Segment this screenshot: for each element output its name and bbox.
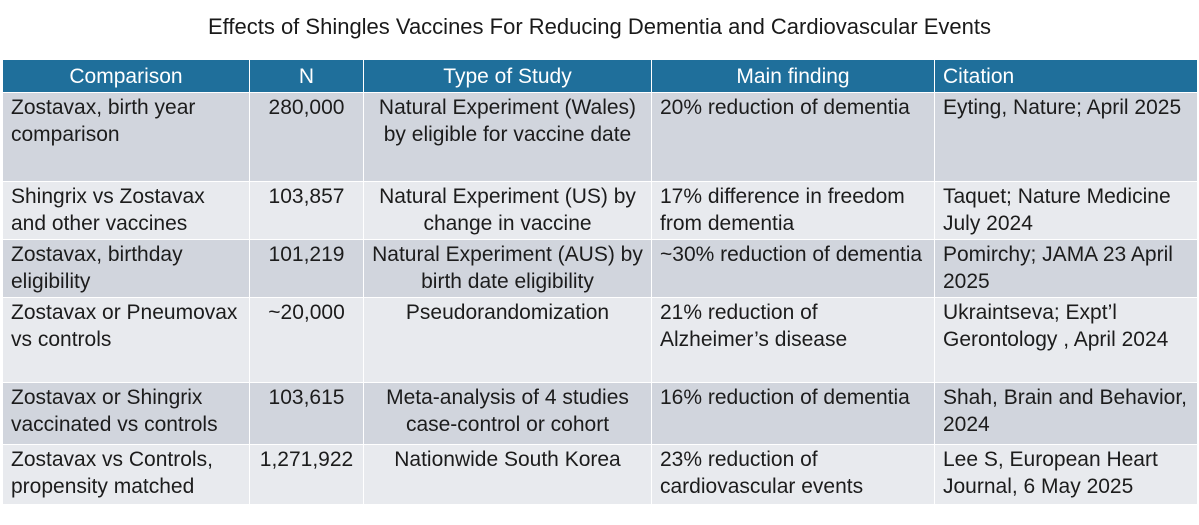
column-header-comparison: Comparison xyxy=(2,59,250,93)
column-header-n: N xyxy=(249,59,364,93)
cell-n: 1,271,922 xyxy=(249,444,364,505)
cell-comparison: Zostavax or Shingrix vaccinated vs contr… xyxy=(2,382,250,445)
cell-n: 103,857 xyxy=(249,181,364,240)
cell-type-of-study: Natural Experiment (US) by change in vac… xyxy=(363,181,652,240)
cell-type-of-study: Pseudorandomization xyxy=(363,297,652,383)
cell-main-finding: ~30% reduction of dementia xyxy=(651,239,935,298)
cell-comparison: Zostavax or Pneumovax vs controls xyxy=(2,297,250,383)
cell-n: 280,000 xyxy=(249,92,364,182)
table-row: Zostavax, birth year comparison 280,000 … xyxy=(2,92,1198,182)
cell-n: 101,219 xyxy=(249,239,364,298)
cell-main-finding: 21% reduction of Alzheimer’s disease xyxy=(651,297,935,383)
cell-type-of-study: Natural Experiment (Wales) by eligible f… xyxy=(363,92,652,182)
cell-main-finding: 16% reduction of dementia xyxy=(651,382,935,445)
cell-main-finding: 20% reduction of dementia xyxy=(651,92,935,182)
table-header-row: Comparison N Type of Study Main finding … xyxy=(2,59,1198,93)
table-row: Zostavax vs Controls, propensity matched… xyxy=(2,444,1198,505)
cell-n: ~20,000 xyxy=(249,297,364,383)
table-row: Zostavax or Shingrix vaccinated vs contr… xyxy=(2,382,1198,445)
cell-citation: Eyting, Nature; April 2025 xyxy=(934,92,1198,182)
cell-citation: Lee S, European Heart Journal, 6 May 202… xyxy=(934,444,1198,505)
column-header-type-of-study: Type of Study xyxy=(363,59,652,93)
column-header-citation: Citation xyxy=(934,59,1198,93)
cell-type-of-study: Meta-analysis of 4 studies case-control … xyxy=(363,382,652,445)
cell-type-of-study: Natural Experiment (AUS) by birth date e… xyxy=(363,239,652,298)
cell-type-of-study: Nationwide South Korea xyxy=(363,444,652,505)
table-row: Shingrix vs Zostavax and other vaccines … xyxy=(2,181,1198,240)
table-row: Zostavax, birthday eligibility 101,219 N… xyxy=(2,239,1198,298)
table-title: Effects of Shingles Vaccines For Reducin… xyxy=(207,14,992,39)
cell-comparison: Zostavax vs Controls, propensity matched xyxy=(2,444,250,505)
cell-main-finding: 23% reduction of cardiovascular events xyxy=(651,444,935,505)
cell-main-finding: 17% difference in freedom from dementia xyxy=(651,181,935,240)
vaccine-studies-table: Comparison N Type of Study Main finding … xyxy=(2,59,1198,505)
cell-citation: Pomirchy; JAMA 23 April 2025 xyxy=(934,239,1198,298)
cell-citation: Taquet; Nature Medicine July 2024 xyxy=(934,181,1198,240)
cell-citation: Ukraintseva; Expt’l Gerontology , April … xyxy=(934,297,1198,383)
cell-n: 103,615 xyxy=(249,382,364,445)
cell-comparison: Zostavax, birth year comparison xyxy=(2,92,250,182)
table-row: Zostavax or Pneumovax vs controls ~20,00… xyxy=(2,297,1198,383)
cell-comparison: Zostavax, birthday eligibility xyxy=(2,239,250,298)
cell-citation: Shah, Brain and Behavior, 2024 xyxy=(934,382,1198,445)
cell-comparison: Shingrix vs Zostavax and other vaccines xyxy=(2,181,250,240)
column-header-main-finding: Main finding xyxy=(651,59,935,93)
